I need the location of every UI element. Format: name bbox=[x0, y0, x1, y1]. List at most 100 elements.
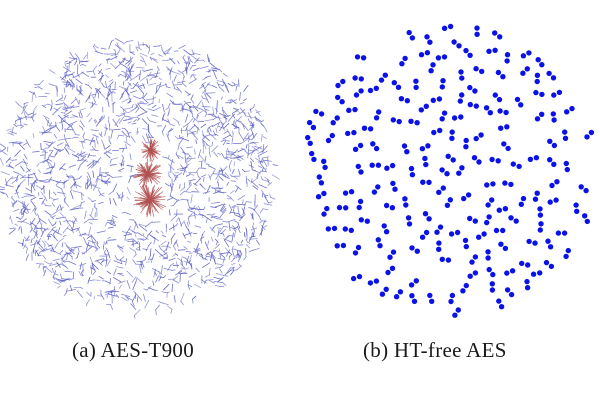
graph-edge bbox=[112, 118, 119, 128]
graph-edge bbox=[223, 130, 229, 134]
graph-edge bbox=[175, 174, 179, 178]
graph-node bbox=[439, 256, 445, 262]
graph-node bbox=[533, 155, 540, 161]
graph-node bbox=[382, 72, 388, 78]
graph-edge bbox=[40, 148, 46, 152]
graph-edge bbox=[14, 161, 23, 167]
graph-edge bbox=[18, 104, 23, 108]
graph-edge bbox=[119, 62, 128, 68]
graph-edge bbox=[174, 135, 179, 140]
graph-node bbox=[504, 287, 511, 293]
graph-node bbox=[373, 145, 380, 152]
graph-edge bbox=[192, 295, 197, 300]
graph-edge bbox=[106, 270, 111, 275]
graph-edge bbox=[57, 138, 67, 141]
graph-edge bbox=[139, 265, 142, 274]
graph-edge bbox=[48, 218, 53, 227]
graph-edge bbox=[59, 277, 69, 284]
graph-edge bbox=[169, 195, 178, 201]
graph-node bbox=[402, 55, 408, 62]
graph-edge bbox=[180, 146, 186, 154]
graph-edge bbox=[33, 172, 39, 181]
graph-edge bbox=[33, 105, 38, 110]
graph-edge bbox=[195, 167, 200, 174]
graph-node bbox=[520, 195, 527, 202]
graph-edge bbox=[126, 187, 131, 195]
graph-edge bbox=[204, 108, 210, 111]
graph-edge bbox=[251, 132, 258, 141]
graph-edge bbox=[60, 111, 66, 114]
graph-edge bbox=[11, 179, 17, 184]
graph-edge bbox=[181, 256, 187, 259]
graph-edge bbox=[76, 252, 79, 258]
graph-edge bbox=[8, 228, 16, 235]
graph-edge bbox=[232, 110, 238, 114]
graph-node bbox=[479, 68, 485, 75]
graph-edge bbox=[196, 114, 199, 120]
graph-node bbox=[539, 61, 545, 68]
graph-edge bbox=[222, 110, 226, 118]
graph-edge bbox=[158, 276, 162, 282]
graph-edge bbox=[192, 298, 194, 304]
graph-edge bbox=[216, 179, 219, 183]
graph-edge bbox=[100, 47, 107, 50]
graph-edge bbox=[119, 147, 126, 150]
graph-edge bbox=[96, 244, 101, 249]
graph-node bbox=[545, 238, 551, 244]
graph-edge bbox=[254, 145, 263, 150]
graph-edge bbox=[155, 85, 158, 94]
graph-node bbox=[342, 190, 349, 196]
graph-edge bbox=[202, 257, 208, 261]
graph-edge bbox=[107, 236, 111, 239]
graph-edge bbox=[117, 48, 121, 55]
graph-edge bbox=[121, 191, 124, 202]
graph-node bbox=[472, 218, 478, 224]
graph-edge bbox=[222, 73, 228, 77]
graph-edge bbox=[161, 124, 167, 133]
graph-node bbox=[405, 215, 412, 221]
graph-edge bbox=[17, 172, 24, 177]
graph-edge bbox=[105, 123, 108, 130]
graph-edge bbox=[219, 209, 227, 218]
graph-edge bbox=[204, 241, 209, 250]
graph-edge bbox=[201, 109, 207, 113]
graph-edge bbox=[239, 91, 241, 101]
graph-edge bbox=[239, 102, 245, 105]
graph-edge bbox=[213, 258, 216, 263]
graph-edge bbox=[169, 99, 174, 104]
graph-edge bbox=[220, 205, 226, 213]
graph-edge bbox=[140, 55, 144, 59]
graph-edge bbox=[178, 45, 186, 50]
graph-edge bbox=[98, 275, 104, 280]
graph-edge bbox=[90, 102, 96, 109]
graph-edge bbox=[84, 210, 87, 220]
graph-edge bbox=[114, 50, 117, 59]
graph-edge bbox=[133, 119, 137, 123]
graph-edge bbox=[229, 174, 233, 177]
graph-edge bbox=[110, 304, 113, 311]
graph-edge bbox=[218, 226, 224, 234]
graph-edge bbox=[65, 80, 68, 88]
graph-edge bbox=[162, 156, 168, 159]
graph-edge bbox=[50, 246, 54, 252]
graph-node bbox=[437, 224, 444, 230]
graph-edge bbox=[71, 225, 75, 230]
graph-node bbox=[561, 230, 568, 236]
graph-edge bbox=[170, 232, 176, 240]
graph-edge bbox=[257, 159, 267, 163]
graph-edge bbox=[108, 190, 114, 196]
graph-edge bbox=[166, 48, 171, 54]
graph-node bbox=[496, 207, 502, 213]
graph-node bbox=[565, 247, 571, 254]
graph-edge bbox=[179, 271, 187, 275]
graph-edge bbox=[223, 275, 229, 277]
graph-node bbox=[478, 132, 484, 138]
graph-edge bbox=[136, 67, 145, 69]
graph-edge bbox=[64, 62, 67, 68]
graph-edge bbox=[195, 59, 204, 62]
graph-edge bbox=[166, 93, 174, 98]
graph-edge bbox=[32, 222, 39, 229]
graph-edge bbox=[243, 201, 247, 207]
graph-edge bbox=[66, 288, 77, 292]
graph-edge bbox=[77, 152, 85, 158]
